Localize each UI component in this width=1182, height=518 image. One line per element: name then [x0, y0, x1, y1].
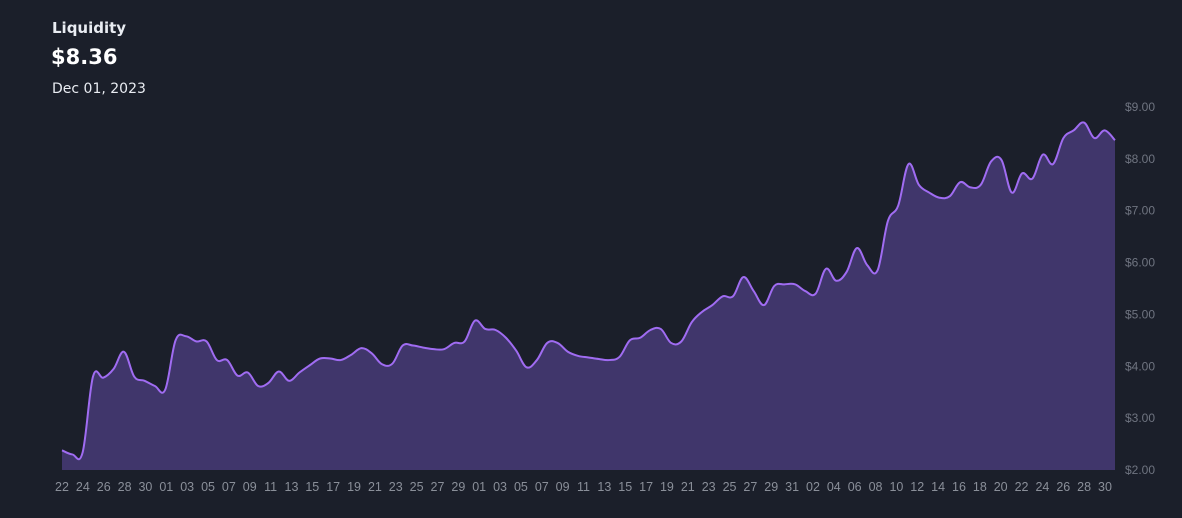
x-tick-label: 31: [785, 480, 799, 494]
x-tick-label: 21: [368, 480, 382, 494]
x-tick-label: 13: [597, 480, 611, 494]
x-axis: 22 24 26 28 30 01 03 05 07 09 11 13 15 17 19 21 23 25 27 29…: [55, 480, 1112, 494]
y-tick-label: $9.00: [1125, 100, 1155, 114]
x-tick-label: 25: [410, 480, 424, 494]
y-tick-label: $6.00: [1125, 256, 1155, 270]
x-tick-label: 24: [1035, 480, 1049, 494]
x-tick-label: 01: [159, 480, 173, 494]
x-tick-label: 15: [618, 480, 632, 494]
current-date: Dec 01, 2023: [52, 81, 146, 97]
x-tick-label: 14: [931, 480, 945, 494]
x-tick-label: 18: [973, 480, 987, 494]
x-tick-label: 04: [827, 480, 841, 494]
x-tick-label: 07: [535, 480, 549, 494]
x-tick-label: 11: [577, 480, 590, 494]
x-tick-label: 30: [1098, 480, 1112, 494]
x-tick-label: 26: [1056, 480, 1070, 494]
x-tick-label: 20: [994, 480, 1008, 494]
x-tick-label: 21: [681, 480, 695, 494]
x-tick-label: 25: [723, 480, 737, 494]
x-tick-label: 24: [76, 480, 90, 494]
x-tick-label: 12: [910, 480, 924, 494]
series-line[interactable]: [61, 121, 1116, 461]
y-tick-label: $3.00: [1125, 411, 1155, 425]
plot-area[interactable]: [59, 120, 1118, 471]
x-tick-label: 27: [743, 480, 757, 494]
x-tick-label: 13: [285, 480, 299, 494]
x-tick-label: 11: [264, 480, 277, 494]
current-value: $8.36: [51, 45, 118, 69]
x-tick-label: 09: [556, 480, 570, 494]
x-tick-label: 03: [493, 480, 507, 494]
x-tick-label: 19: [660, 480, 674, 494]
y-tick-label: $2.00: [1125, 463, 1155, 477]
x-tick-label: 27: [431, 480, 445, 494]
x-tick-label: 23: [702, 480, 716, 494]
x-tick-label: 09: [243, 480, 257, 494]
x-tick-label: 02: [806, 480, 820, 494]
series-area: [62, 122, 1115, 471]
x-tick-label: 26: [97, 480, 111, 494]
x-tick-label: 05: [514, 480, 528, 494]
x-tick-label: 30: [138, 480, 152, 494]
x-tick-label: 05: [201, 480, 215, 494]
y-tick-label: $4.00: [1125, 359, 1155, 373]
x-tick-label: 29: [451, 480, 465, 494]
x-tick-label: 19: [347, 480, 361, 494]
x-tick-label: 23: [389, 480, 403, 494]
x-tick-label: 28: [1077, 480, 1091, 494]
x-tick-label: 22: [55, 480, 69, 494]
chart-title: Liquidity: [52, 19, 127, 37]
x-tick-label: 28: [118, 480, 132, 494]
y-tick-label: $8.00: [1125, 152, 1155, 166]
x-tick-label: 06: [848, 480, 862, 494]
y-tick-label: $7.00: [1125, 204, 1155, 218]
x-tick-label: 08: [869, 480, 883, 494]
x-tick-label: 22: [1015, 480, 1029, 494]
x-tick-label: 15: [305, 480, 319, 494]
x-tick-label: 16: [952, 480, 966, 494]
y-tick-label: $5.00: [1125, 307, 1155, 321]
x-tick-label: 29: [764, 480, 778, 494]
x-tick-label: 17: [639, 480, 653, 494]
y-axis: $9.00 $8.00 $7.00 $6.00 $5.00 $4.00 $3.00 $2.00: [1125, 100, 1155, 477]
x-tick-label: 03: [180, 480, 194, 494]
x-tick-label: 10: [889, 480, 903, 494]
x-tick-label: 01: [472, 480, 486, 494]
x-tick-label: 17: [326, 480, 340, 494]
x-tick-label: 07: [222, 480, 236, 494]
